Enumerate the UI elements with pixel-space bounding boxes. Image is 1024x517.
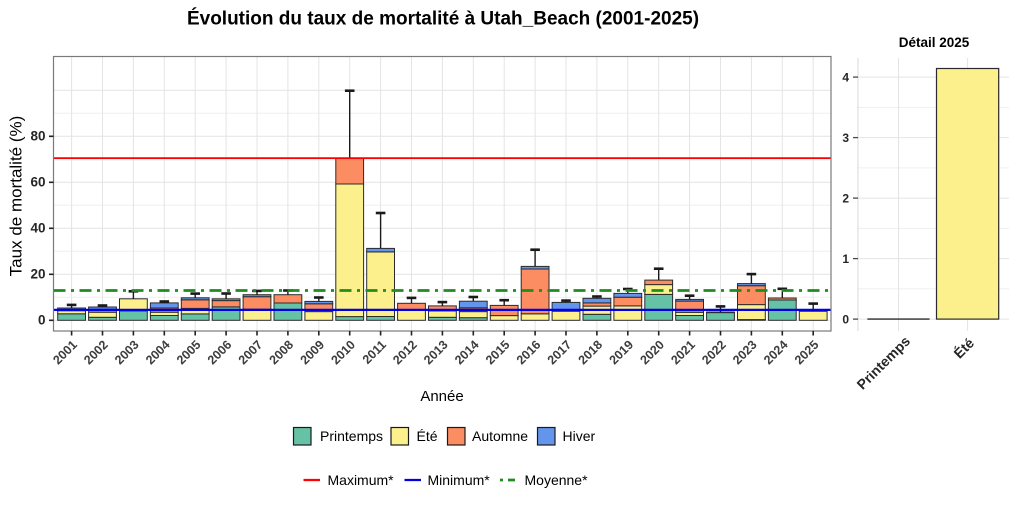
svg-text:Automne: Automne [472,428,528,444]
svg-text:40: 40 [30,221,45,236]
svg-text:Taux de mortalité (%): Taux de mortalité (%) [7,116,26,277]
svg-text:Hiver: Hiver [563,428,596,444]
svg-text:2: 2 [842,191,849,205]
svg-text:80: 80 [30,129,45,144]
svg-text:60: 60 [30,175,45,190]
svg-text:1: 1 [842,252,849,266]
svg-text:Évolution du taux de mortalité: Évolution du taux de mortalité à Utah_Be… [187,8,699,30]
svg-text:Été: Été [417,428,438,444]
svg-text:0: 0 [38,313,46,328]
svg-text:20: 20 [30,267,45,282]
svg-text:4: 4 [842,70,849,84]
svg-text:Moyenne*: Moyenne* [525,472,589,488]
svg-text:Minimum*: Minimum* [428,472,491,488]
svg-text:Maximum*: Maximum* [328,472,395,488]
svg-text:0: 0 [842,312,849,326]
svg-text:Détail 2025: Détail 2025 [899,35,970,50]
svg-text:Année: Année [420,388,463,405]
svg-text:Printemps: Printemps [320,428,383,444]
svg-text:3: 3 [842,131,849,145]
